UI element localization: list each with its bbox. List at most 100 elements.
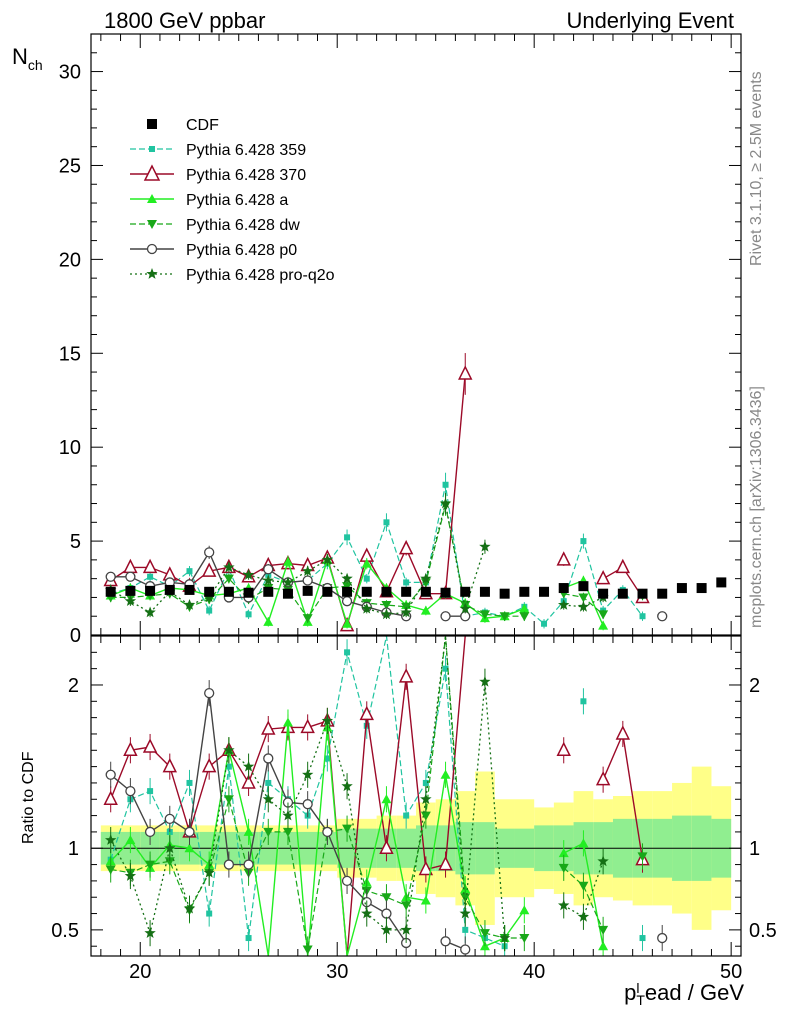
data-point <box>184 843 195 853</box>
data-point <box>578 881 589 891</box>
data-point <box>223 859 235 870</box>
data-point <box>442 481 449 488</box>
data-point <box>204 687 215 699</box>
data-point <box>499 612 510 622</box>
data-point <box>263 564 274 575</box>
data-point <box>282 827 293 837</box>
cdf-point <box>322 586 333 597</box>
legend-marker <box>146 268 158 279</box>
cdf-point <box>125 585 136 596</box>
data-point <box>400 923 412 935</box>
data-point <box>183 902 196 914</box>
x-label-p: p <box>624 980 637 1005</box>
cdf-point <box>420 586 431 597</box>
series-line <box>110 722 525 957</box>
series-line <box>110 557 525 627</box>
data-point <box>361 907 373 919</box>
series-line <box>110 693 407 944</box>
data-point <box>186 568 193 575</box>
data-point <box>459 907 471 919</box>
data-point <box>203 591 215 603</box>
x-tick-label: 30 <box>326 961 348 983</box>
cdf-point <box>637 588 648 599</box>
legend-label: Pythia 6.428 pro-q2o <box>186 267 335 284</box>
cdf-point <box>676 583 687 594</box>
rivet-version-label: Rivet 3.1.10, ≥ 2.5M events <box>748 71 765 266</box>
data-point <box>125 785 136 797</box>
data-point <box>245 611 252 618</box>
data-point <box>479 610 490 620</box>
series-line <box>110 484 643 625</box>
cdf-point <box>381 586 392 597</box>
cdf-point <box>479 586 490 597</box>
data-point <box>403 579 410 586</box>
data-point <box>420 605 431 615</box>
y-tick-label: 30 <box>59 62 81 84</box>
series-line <box>110 550 407 617</box>
data-point <box>223 744 235 756</box>
data-point <box>458 365 473 380</box>
data-point <box>125 835 136 845</box>
series-line <box>563 596 604 608</box>
data-point <box>263 827 274 837</box>
data-point <box>442 665 449 672</box>
legend-label: Pythia 6.428 dw <box>186 217 300 234</box>
legend-marker <box>147 220 157 229</box>
legend-marker <box>149 146 155 152</box>
data-point <box>142 558 158 574</box>
data-point <box>439 497 452 509</box>
data-point <box>201 757 217 773</box>
data-point <box>302 945 313 955</box>
data-point <box>580 698 587 705</box>
data-point <box>420 895 431 905</box>
data-point <box>203 866 215 878</box>
cdf-point <box>696 583 707 594</box>
data-point <box>105 769 116 780</box>
y-tick-label: 5 <box>70 531 81 553</box>
cdf-point <box>440 587 451 598</box>
data-point <box>460 893 471 903</box>
data-point <box>342 618 353 628</box>
data-point <box>381 794 392 804</box>
cdf-point <box>519 586 530 597</box>
data-point <box>282 556 293 566</box>
data-point <box>420 811 431 821</box>
data-point <box>341 875 353 887</box>
data-point <box>164 842 176 854</box>
data-point <box>598 925 609 935</box>
y-tick-label: 25 <box>59 155 81 177</box>
data-point <box>556 551 571 566</box>
data-point <box>639 935 646 942</box>
data-point <box>282 576 294 588</box>
data-point <box>223 795 234 805</box>
data-point <box>398 668 414 683</box>
data-point <box>183 599 196 610</box>
data-point <box>184 826 195 838</box>
data-point <box>420 572 432 584</box>
cdf-point <box>361 586 372 597</box>
data-point <box>577 600 590 612</box>
data-point <box>363 575 370 582</box>
data-point <box>400 606 412 618</box>
data-point <box>105 834 117 845</box>
data-point <box>498 932 511 943</box>
data-point <box>263 616 274 626</box>
data-point <box>162 757 178 773</box>
data-point <box>597 855 609 867</box>
y-tick-label: 0 <box>70 625 81 647</box>
data-point <box>418 860 434 876</box>
data-point <box>282 717 293 727</box>
data-point <box>125 571 136 582</box>
main-y-axis-label: Nch <box>12 44 43 73</box>
data-point <box>223 574 234 584</box>
ratio-y-tick-label-right: 2 <box>749 675 760 697</box>
data-point <box>519 934 530 944</box>
data-point <box>302 575 313 586</box>
ratio-y-tick-label: 2 <box>68 675 79 697</box>
data-point <box>598 610 609 620</box>
data-point <box>302 768 314 780</box>
source-label: mcplots.cern.ch [arXiv:1306.3436] <box>748 386 765 628</box>
data-point <box>615 558 631 574</box>
data-point <box>639 613 646 620</box>
